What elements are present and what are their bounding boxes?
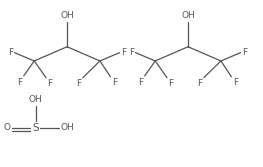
Text: F: F (233, 78, 238, 88)
Text: F: F (121, 48, 126, 57)
Text: F: F (8, 48, 13, 57)
Text: F: F (17, 78, 22, 87)
Text: F: F (138, 78, 143, 87)
Text: OH: OH (29, 95, 42, 104)
Text: F: F (242, 48, 247, 57)
Text: F: F (112, 78, 117, 88)
Text: F: F (77, 79, 82, 88)
Text: OH: OH (60, 123, 74, 132)
Text: F: F (47, 79, 52, 88)
Text: O: O (3, 123, 11, 132)
Text: F: F (129, 48, 134, 57)
Text: OH: OH (181, 11, 195, 20)
Text: OH: OH (60, 11, 74, 20)
Text: F: F (198, 79, 203, 88)
Text: F: F (168, 79, 173, 88)
Text: S: S (32, 123, 39, 133)
